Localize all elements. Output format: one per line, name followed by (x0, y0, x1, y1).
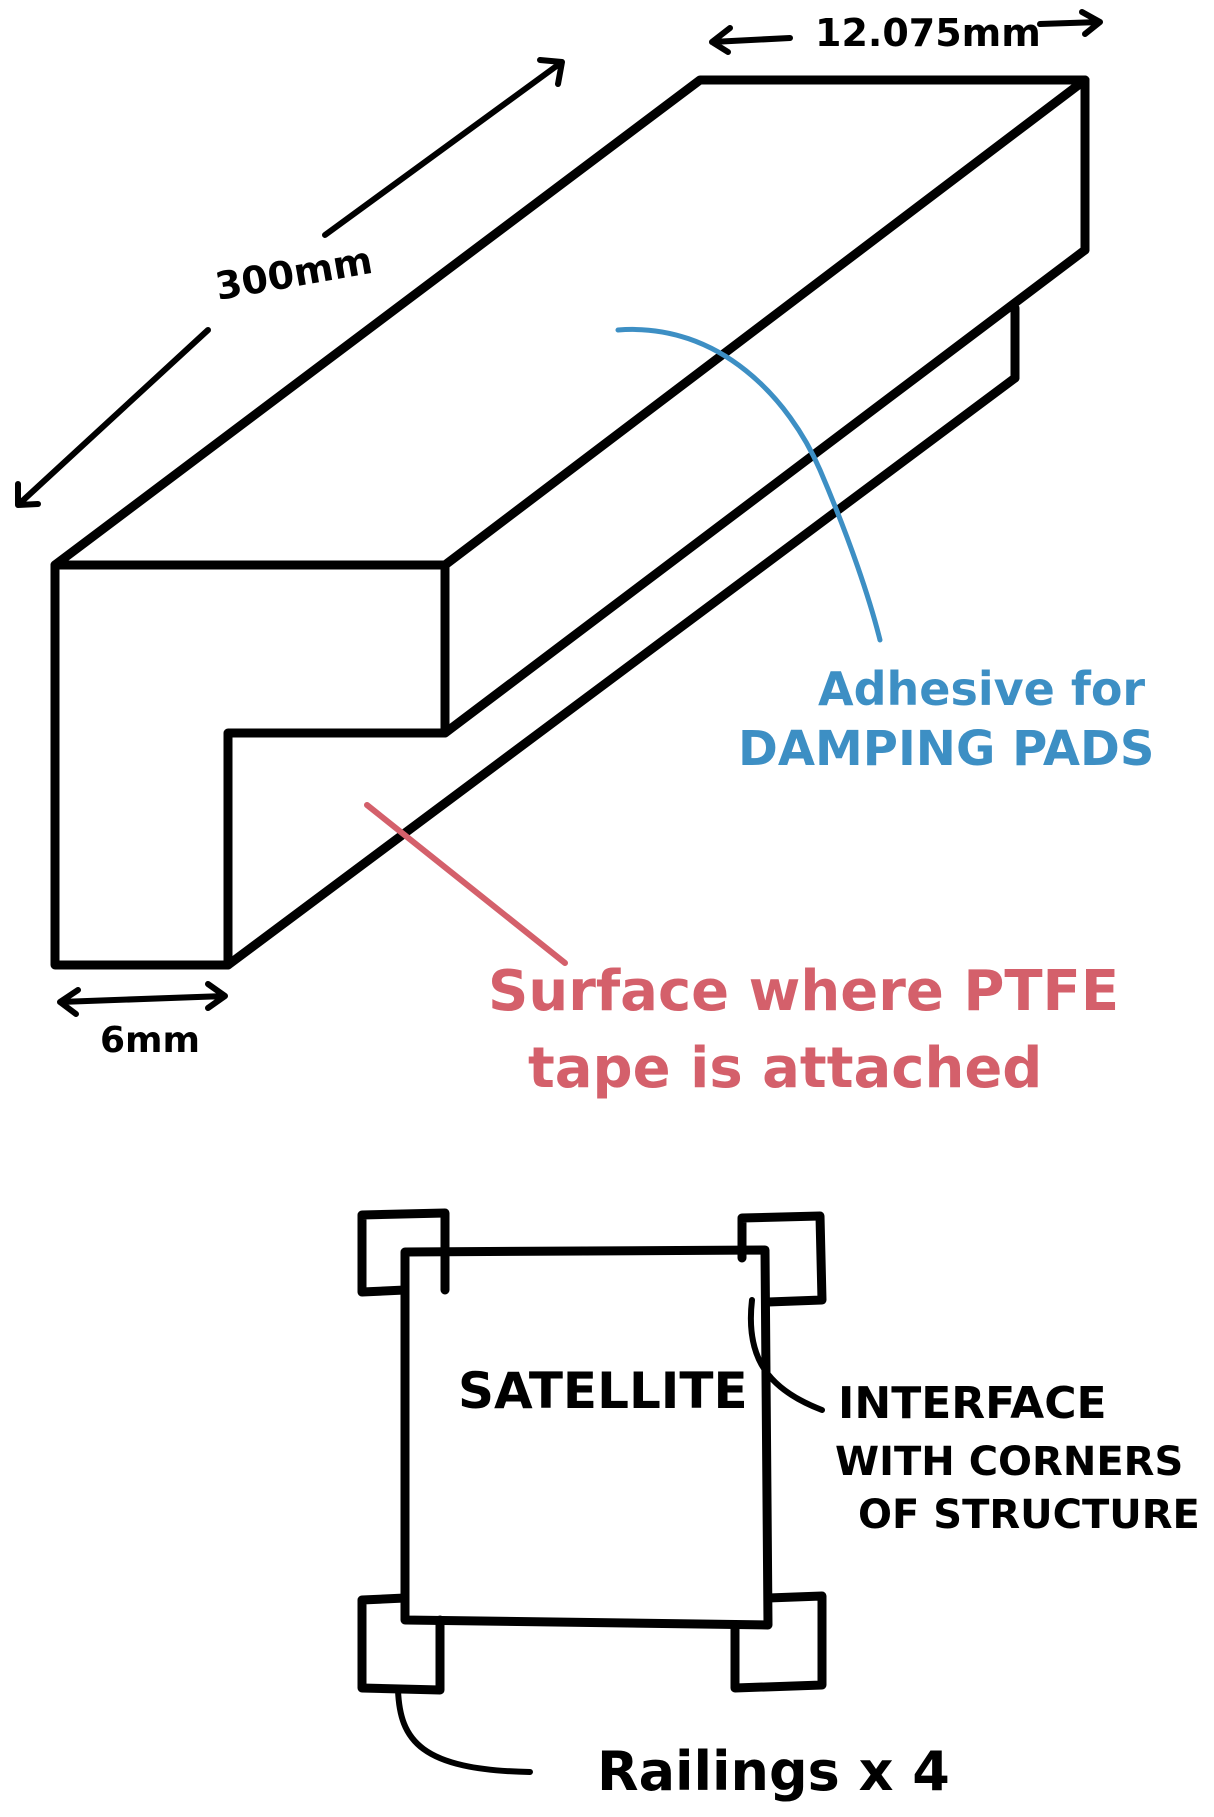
railing-top-right (737, 1211, 827, 1307)
width-bottom-arrow (57, 981, 228, 1017)
railing-bottom-left (357, 1593, 445, 1695)
width-bottom-label: 6mm (100, 1020, 200, 1061)
rail-side-edge-lower (223, 373, 1020, 970)
railing-top-left (357, 1208, 450, 1297)
width-top-label: 12.075mm (815, 11, 1041, 55)
adhesive-leader-line (615, 326, 883, 643)
length-arrow-lower (15, 327, 211, 508)
railings-label: Railings x 4 (597, 1740, 950, 1803)
interface-label-line1: INTERFACE (838, 1378, 1107, 1429)
satellite-label: SATELLITE (458, 1362, 748, 1420)
interface-leader-line (747, 1297, 825, 1413)
length-arrow-upper (322, 57, 565, 238)
satellite-top-view (357, 1208, 827, 1775)
railings-leader-line (395, 1687, 533, 1775)
rail-front-face (50, 560, 450, 970)
dimension-arrows (15, 9, 1103, 1017)
adhesive-label-line1: Adhesive for (818, 662, 1145, 716)
satellite-body (400, 1245, 773, 1630)
width-top-arrow-left (709, 25, 793, 55)
length-label: 300mm (212, 238, 376, 309)
rail-top-face (50, 75, 1090, 570)
width-top-arrow-right (1037, 9, 1103, 37)
rail-side-edge-upper (440, 245, 1090, 738)
rail-isometric-view (50, 75, 1090, 970)
railing-bottom-right (730, 1591, 827, 1693)
adhesive-label-line2: DAMPING PADS (738, 721, 1154, 777)
ptfe-leader-line (364, 802, 568, 966)
ptfe-label-line2: tape is attached (528, 1036, 1042, 1101)
ptfe-label-line1: Surface where PTFE (488, 959, 1119, 1024)
interface-label-line2: WITH CORNERS (835, 1439, 1183, 1485)
interface-label-line3: OF STRUCTURE (858, 1492, 1200, 1538)
